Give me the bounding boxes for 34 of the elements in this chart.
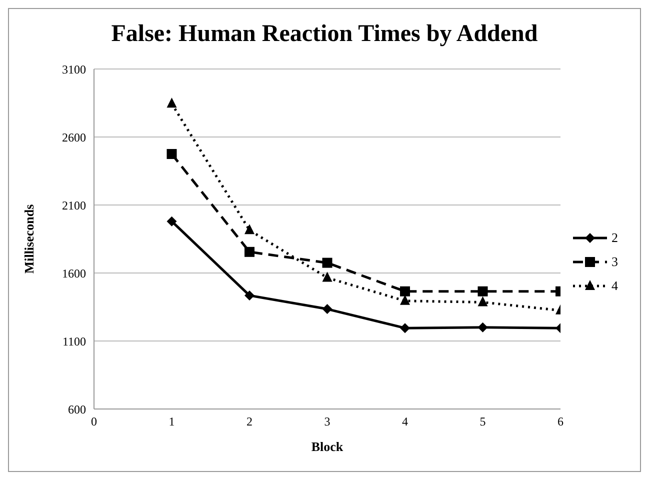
x-tick-label: 4 bbox=[402, 414, 408, 429]
x-tick-label: 1 bbox=[168, 414, 175, 429]
legend-label: 3 bbox=[612, 254, 618, 270]
x-tick-label: 6 bbox=[558, 414, 564, 429]
point bbox=[478, 286, 488, 296]
y-axis-title: Milliseconds bbox=[22, 204, 37, 274]
point bbox=[322, 304, 332, 314]
x-tick-label: 0 bbox=[91, 414, 97, 429]
point bbox=[478, 296, 488, 306]
point bbox=[244, 224, 254, 234]
y-tick-label: 600 bbox=[68, 402, 86, 416]
legend-label: 4 bbox=[612, 278, 618, 294]
point bbox=[400, 286, 410, 296]
x-axis-title: Block bbox=[311, 439, 344, 454]
point bbox=[166, 149, 177, 159]
y-tick-label: 2600 bbox=[62, 130, 86, 144]
point bbox=[166, 216, 177, 226]
point bbox=[244, 246, 254, 257]
y-tick-label: 2100 bbox=[62, 198, 86, 212]
x-tick-label: 2 bbox=[246, 414, 252, 429]
y-tick-label: 1100 bbox=[62, 334, 86, 348]
chart-title: False: Human Reaction Times by Addend bbox=[110, 21, 539, 49]
x-tick-label: 3 bbox=[324, 414, 330, 429]
legend-label: 2 bbox=[612, 230, 618, 246]
point bbox=[244, 290, 254, 300]
point bbox=[400, 323, 410, 334]
point bbox=[400, 294, 410, 305]
point bbox=[478, 322, 488, 332]
y-tick-label: 3100 bbox=[62, 62, 86, 76]
y-tick-label: 1600 bbox=[62, 266, 86, 280]
point bbox=[322, 258, 332, 268]
x-tick-label: 5 bbox=[480, 414, 486, 429]
point bbox=[166, 98, 177, 108]
point bbox=[322, 272, 332, 282]
